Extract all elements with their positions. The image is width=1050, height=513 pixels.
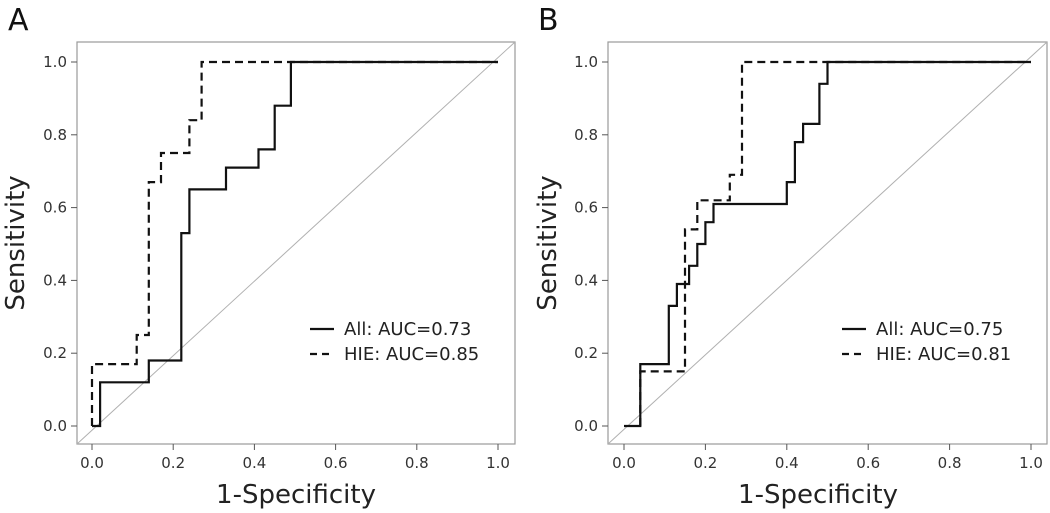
legend-label: All: AUC=0.73	[344, 319, 471, 340]
y-tick-label: 0.4	[43, 271, 67, 289]
panel-label: A	[8, 3, 29, 38]
roc-curve-hie	[90, 60, 498, 426]
plot-frame	[76, 41, 516, 445]
x-tick-label: 0.4	[775, 454, 799, 472]
x-axis-label: 1-Specificity	[216, 480, 376, 510]
x-tick-label: 0.0	[80, 454, 104, 472]
x-tick-label: 0.0	[612, 454, 636, 472]
x-tick-label: 0.8	[405, 454, 429, 472]
legend-label: HIE: AUC=0.85	[344, 344, 479, 365]
y-tick-label: 1.0	[43, 53, 67, 71]
legend-label: All: AUC=0.75	[876, 319, 1003, 340]
panel-label: B	[538, 3, 559, 38]
y-tick-label: 0.4	[574, 271, 598, 289]
roc-curve-hie	[639, 60, 1031, 426]
y-tick-label: 0.0	[43, 417, 67, 435]
panel-b: B 0.0 0.2 0.4 0.6 0.8 1.0 0.0 0.2 0.4 0.6 0.8 1.0 1-S…	[533, 3, 1048, 510]
x-tick-label: 0.2	[161, 454, 185, 472]
x-tick-label: 0.4	[242, 454, 266, 472]
legend-label: HIE: AUC=0.81	[876, 344, 1011, 365]
x-tick-label: 0.6	[324, 454, 348, 472]
reference-diagonal-line	[607, 41, 1048, 445]
y-tick-label: 1.0	[574, 53, 598, 71]
roc-curve-all	[624, 60, 1031, 428]
plot-frame	[607, 41, 1048, 445]
y-tick-label: 0.2	[43, 344, 67, 362]
y-tick-label: 0.6	[43, 199, 67, 217]
legend: All: AUC=0.73 HIE: AUC=0.85	[310, 319, 479, 365]
x-tick-label: 0.6	[856, 454, 880, 472]
reference-diagonal-line	[76, 41, 516, 445]
y-axis-label: Sensitivity	[1, 175, 31, 310]
x-tick-label: 1.0	[1019, 454, 1043, 472]
y-tick-label: 0.2	[574, 344, 598, 362]
panel-a: A 0.0 0.2 0.4 0.6 0.8 1.0 0.0 0.2 0.4 0.6 0.8 1.0 1-S…	[1, 3, 516, 510]
y-tick-label: 0.8	[43, 126, 67, 144]
y-tick-label: 0.6	[574, 199, 598, 217]
x-tick-label: 1.0	[486, 454, 510, 472]
y-tick-label: 0.8	[574, 126, 598, 144]
x-tick-label: 0.2	[693, 454, 717, 472]
y-tick-label: 0.0	[574, 417, 598, 435]
x-tick-label: 0.8	[938, 454, 962, 472]
y-axis-label: Sensitivity	[533, 175, 563, 310]
x-axis-label: 1-Specificity	[738, 480, 898, 510]
legend: All: AUC=0.75 HIE: AUC=0.81	[842, 319, 1011, 365]
roc-curve-all	[92, 60, 498, 428]
